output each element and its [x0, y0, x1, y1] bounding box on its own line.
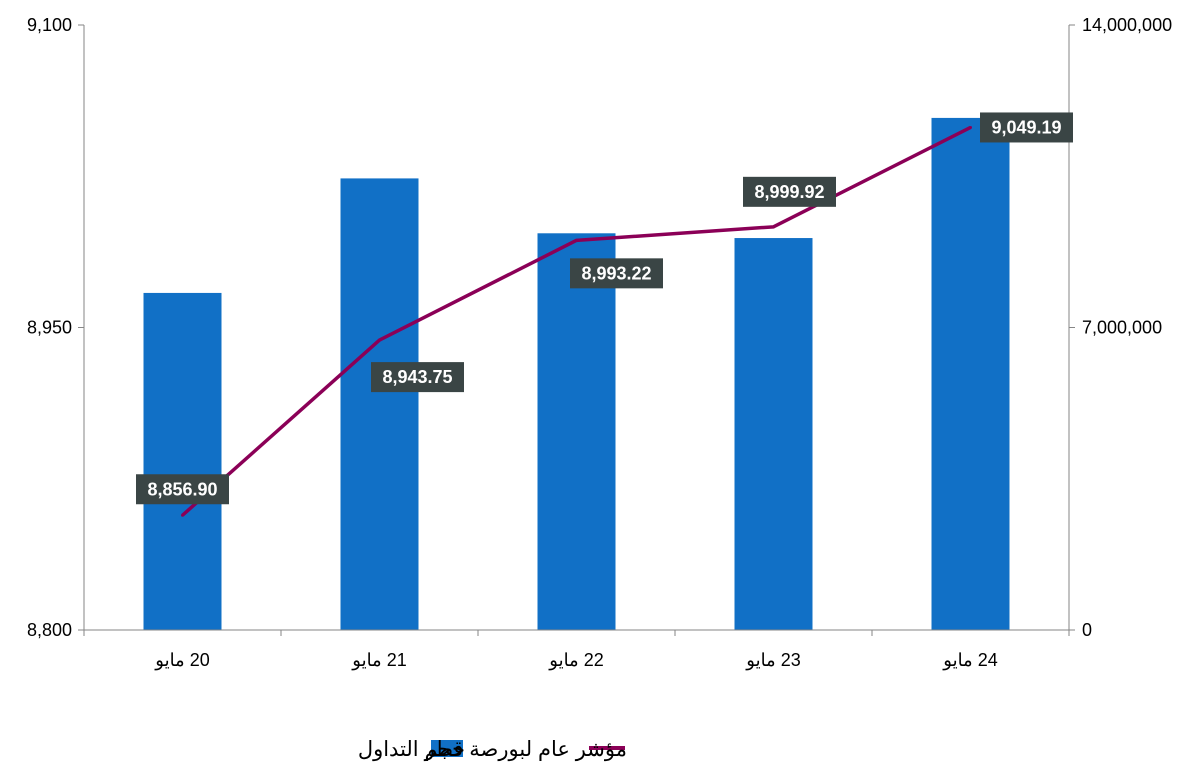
legend-swatch-bar	[431, 740, 463, 757]
data-label-1: 8,856.90	[147, 479, 217, 499]
x-category-label: 23 مايو	[745, 650, 800, 671]
data-label-box-2	[371, 362, 464, 393]
axes-layer: 8,800 8,950 9,100 0 7,000,000 14,000,000 20 ما…	[27, 15, 1172, 671]
data-label-3: 8,993.22	[581, 263, 651, 283]
x-category-label: 21 مايو	[351, 650, 406, 671]
x-category-label: 24 مايو	[942, 650, 997, 671]
index-point-3	[575, 238, 578, 242]
bar-1	[143, 292, 222, 630]
data-label-box-1	[136, 474, 229, 505]
left-tick-label: 8,950	[27, 318, 72, 338]
bar-3	[537, 233, 616, 631]
legend: حجم التداول مؤشر عام لبورصة قطر	[358, 738, 627, 762]
right-tick-label: 7,000,000	[1082, 318, 1162, 338]
legend-label-line: مؤشر عام لبورصة قطر	[424, 738, 627, 762]
data-label-2: 8,943.75	[382, 367, 452, 387]
data-labels-layer: 8,856.90 8,943.75 8,993.22 8,999.92 9,049.19	[136, 112, 1073, 505]
x-category-label: 20 مايو	[154, 650, 209, 671]
bar-2	[340, 178, 419, 631]
left-tick-label: 9,100	[27, 15, 72, 35]
bar-4	[734, 238, 813, 630]
bar-5	[931, 117, 1010, 631]
right-tick-label: 0	[1082, 620, 1092, 640]
index-point-5	[969, 125, 972, 129]
data-label-4: 8,999.92	[754, 182, 824, 202]
left-tick-label: 8,800	[27, 620, 72, 640]
legend-label-bar: حجم التداول	[358, 738, 465, 762]
line-layer	[181, 125, 972, 517]
index-point-1	[181, 513, 184, 517]
data-label-5: 9,049.19	[991, 117, 1061, 137]
x-category-label: 22 مايو	[548, 650, 603, 671]
bars-layer	[143, 117, 1010, 631]
data-label-box-3	[570, 258, 663, 289]
index-point-2	[378, 338, 381, 342]
right-tick-label: 14,000,000	[1082, 15, 1172, 35]
index-point-4	[772, 225, 775, 229]
data-label-box-5	[980, 112, 1073, 143]
data-label-box-4	[743, 176, 836, 207]
